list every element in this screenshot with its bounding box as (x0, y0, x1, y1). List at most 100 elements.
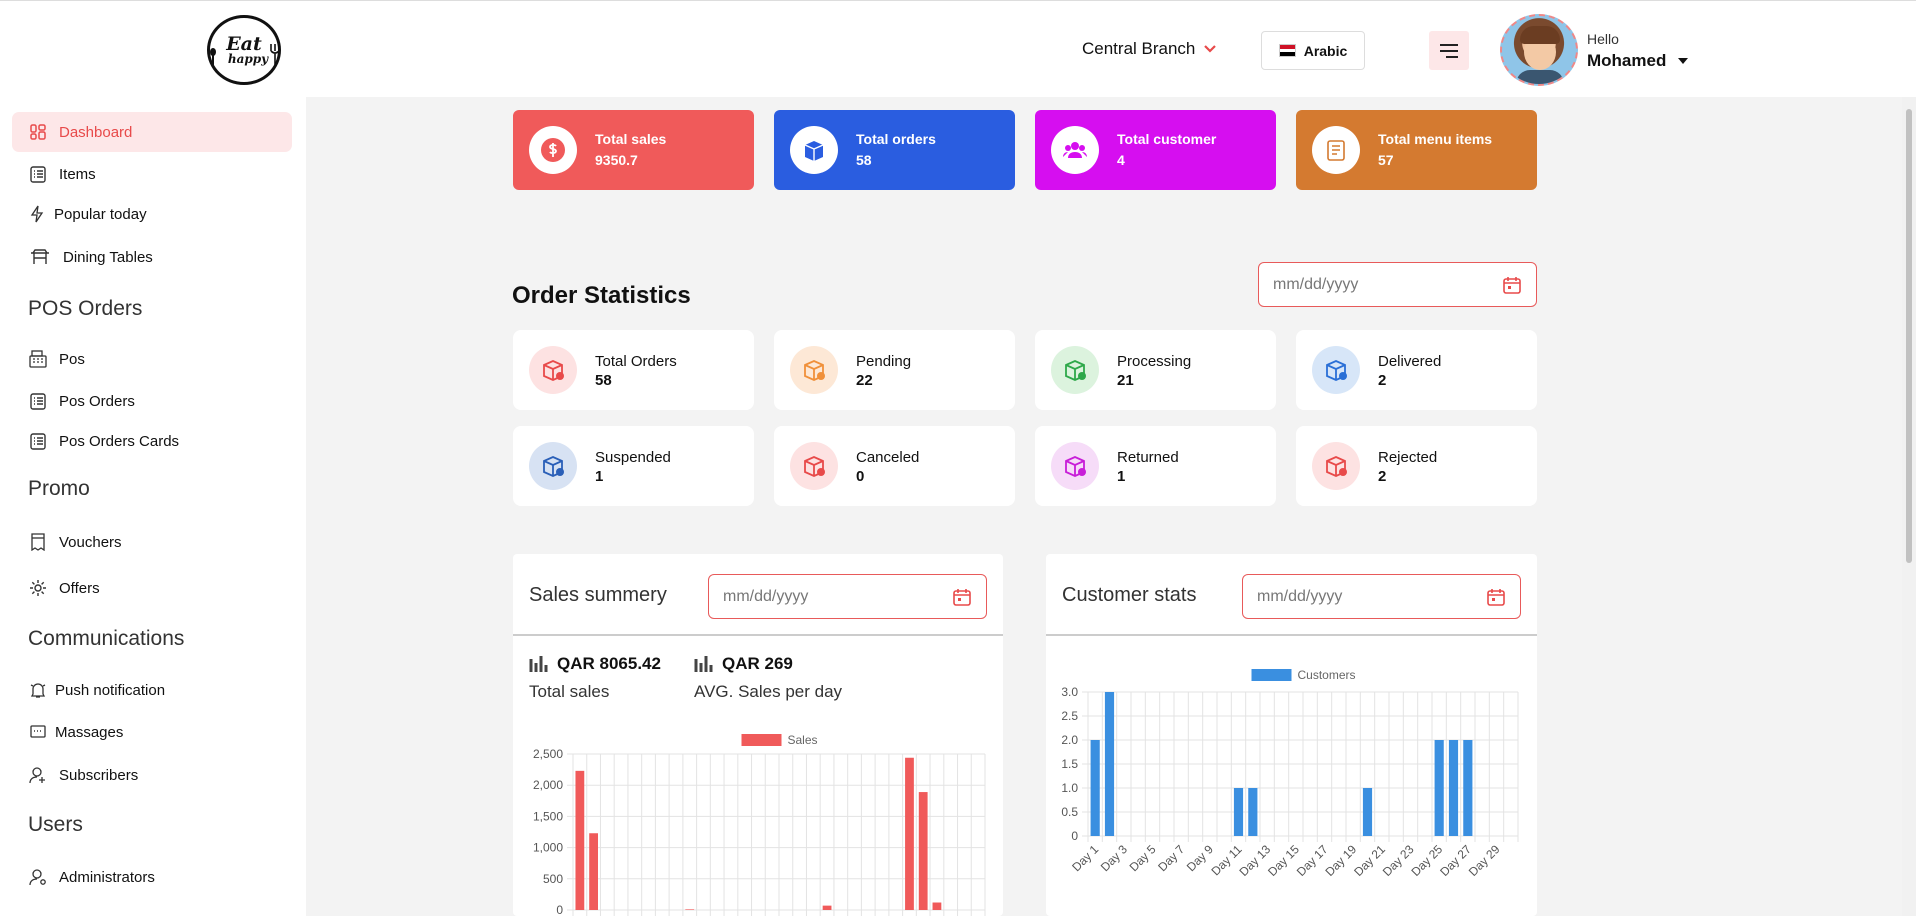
section-pos-orders: POS Orders (28, 297, 143, 320)
y-tick-label: 1,000 (533, 841, 563, 855)
section-communications: Communications (28, 627, 185, 650)
sidebar-item-vouchers[interactable]: Vouchers (12, 522, 292, 562)
card-value: 57 (1378, 152, 1394, 168)
chart-legend: Customers (1251, 668, 1356, 682)
calendar-icon[interactable] (1486, 587, 1506, 607)
legend-swatch (741, 734, 782, 746)
order-stat-total-orders[interactable]: Total Orders 58 (513, 330, 754, 410)
sidebar-item-dining-tables[interactable]: Dining Tables (12, 237, 292, 277)
stat-label: Suspended (595, 448, 671, 466)
sidebar-item-label: Dining Tables (63, 248, 153, 266)
users-icon (1051, 126, 1099, 174)
branch-label: Central Branch (1082, 39, 1196, 58)
user-plus-icon (29, 767, 45, 784)
stat-label: Rejected (1378, 448, 1438, 466)
card-label: Total menu items (1378, 131, 1493, 147)
y-tick-label: 2,500 (533, 747, 563, 761)
sidebar-item-label: Subscribers (59, 766, 139, 784)
avatar[interactable] (1500, 14, 1578, 86)
sidebar-item-administrators[interactable]: Administrators (12, 857, 292, 897)
sidebar-item-pos-orders[interactable]: Pos Orders (12, 381, 292, 421)
bell-icon (30, 683, 46, 698)
sidebar-item-push-notification[interactable]: Push notification (12, 670, 292, 710)
bar (1434, 740, 1444, 836)
bar (918, 792, 928, 910)
stat-label: Pending (856, 352, 912, 370)
user-menu[interactable]: Mohamed (1587, 51, 1689, 71)
kpi-label: AVG. Sales per day (694, 682, 843, 701)
bar (1248, 788, 1258, 836)
order-stat-delivered[interactable]: Delivered 2 (1296, 330, 1537, 410)
order-stat-suspended[interactable]: Suspended 1 (513, 426, 754, 506)
section-promo: Promo (28, 477, 90, 500)
chart-legend: Sales (741, 733, 818, 747)
kpi-value: QAR 8065.42 (557, 654, 661, 673)
package-icon (1051, 442, 1099, 490)
order-stat-returned[interactable]: Returned 1 (1035, 426, 1276, 506)
sidebar-item-label: Pos (59, 350, 85, 368)
sidebar-item-pos-orders-cards[interactable]: Pos Orders Cards (12, 421, 292, 461)
customer-date-input[interactable]: mm/dd/yyyy (1242, 574, 1521, 619)
order-stats-date-input[interactable]: mm/dd/yyyy (1258, 262, 1537, 307)
sales-date-input[interactable]: mm/dd/yyyy (708, 574, 987, 619)
stat-value: 1 (595, 467, 604, 485)
page-scrollbar[interactable] (1902, 97, 1916, 916)
sidebar-item-label: Pos Orders Cards (59, 432, 180, 450)
sidebar-item-pos[interactable]: Pos (12, 339, 292, 379)
customer-stats-panel: Customer stats mm/dd/yyyy Customers 3.0 2.… (1046, 554, 1537, 916)
sidebar-item-subscribers[interactable]: Subscribers (12, 755, 292, 795)
list-icon (30, 433, 46, 450)
order-stat-canceled[interactable]: Canceled 0 (774, 426, 1015, 506)
sidebar-item-items[interactable]: Items (12, 154, 292, 194)
stat-value: 1 (1117, 467, 1126, 485)
bar (1448, 740, 1459, 836)
menu-toggle-button[interactable] (1429, 31, 1469, 70)
sidebar-item-label: Vouchers (59, 533, 122, 551)
sidebar-item-dashboard[interactable]: Dashboard (12, 112, 292, 152)
branch-selector[interactable]: Central Branch (1082, 39, 1217, 59)
card-value: 9350.7 (595, 152, 638, 168)
customer-stats-title: Customer stats (1062, 584, 1197, 606)
package-icon (1051, 346, 1099, 394)
stat-label: Canceled (856, 448, 920, 466)
y-tick-label: 2.0 (1061, 733, 1078, 747)
card-value: 58 (856, 152, 872, 168)
package-icon (1312, 442, 1360, 490)
package-icon (529, 346, 577, 394)
section-users: Users (28, 813, 83, 836)
stat-value: 21 (1117, 371, 1134, 389)
scrollbar-thumb[interactable] (1906, 109, 1912, 563)
greeting-text: Hello (1587, 31, 1619, 47)
stat-label: Delivered (1378, 352, 1442, 370)
kpi-value: QAR 269 (722, 654, 793, 673)
hamburger-icon (1440, 43, 1458, 58)
logo[interactable]: Eat happy (207, 15, 281, 85)
stat-value: 0 (856, 467, 865, 485)
order-stat-pending[interactable]: Pending 22 (774, 330, 1015, 410)
total-menu-items-card[interactable]: Total menu items 57 (1296, 110, 1537, 190)
card-label: Total orders (856, 131, 936, 147)
calendar-icon[interactable] (952, 587, 972, 607)
avg-sales-kpi: QAR 269 AVG. Sales per day (694, 654, 842, 702)
bar (932, 902, 942, 910)
sidebar: Dashboard Items Popular today Dining Tab… (0, 97, 306, 916)
list-icon (30, 166, 46, 183)
sidebar-item-massages[interactable]: Massages (12, 712, 292, 752)
total-orders-card[interactable]: Total orders 58 (774, 110, 1015, 190)
sidebar-item-offers[interactable]: Offers (12, 568, 292, 608)
sidebar-item-label: Push notification (55, 681, 166, 699)
sales-summary-panel: Sales summery mm/dd/yyyy QAR 8065.42 Tot… (513, 554, 1003, 916)
order-stat-rejected[interactable]: Rejected 2 (1296, 426, 1537, 506)
language-button[interactable]: Arabic (1261, 31, 1365, 70)
stat-label: Returned (1117, 448, 1179, 466)
order-stat-processing[interactable]: Processing 21 (1035, 330, 1276, 410)
kpi-label: Total sales (529, 682, 610, 701)
calendar-icon[interactable] (1502, 275, 1522, 295)
voucher-icon (31, 533, 45, 551)
total-customer-card[interactable]: Total customer 4 (1035, 110, 1276, 190)
total-sales-card[interactable]: Total sales 9350.7 (513, 110, 754, 190)
flag-icon (1278, 44, 1296, 57)
sidebar-item-popular-today[interactable]: Popular today (12, 194, 292, 234)
card-label: Total sales (595, 131, 667, 147)
